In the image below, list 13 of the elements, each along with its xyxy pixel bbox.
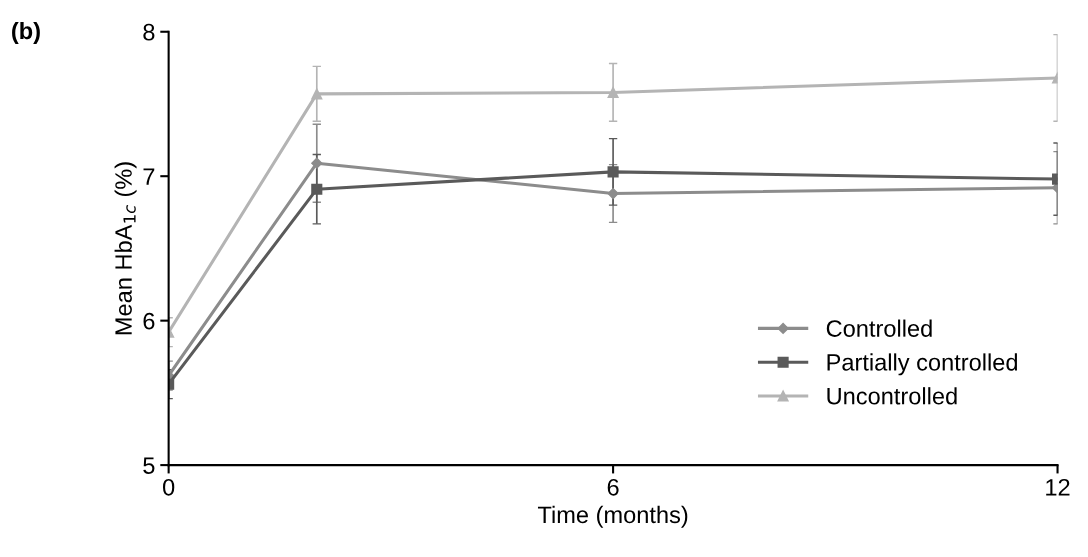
x-axis-title: Time (months) [537, 505, 688, 528]
legend-label: Uncontrolled [827, 387, 957, 405]
text: (b) [12, 21, 40, 44]
x-tick-label: 0 [163, 478, 175, 496]
y-tick-label: 7 [143, 168, 155, 185]
legend-label: Partially controlled [827, 353, 1017, 376]
y-tick-label: 6 [143, 312, 155, 330]
y-tick-label: 8 [143, 23, 155, 41]
y-axis-title: Mean HbA$_{1c}$ (%) [114, 162, 137, 335]
x-tick-label: 12 [1046, 478, 1070, 496]
legend-label: Controlled [826, 319, 932, 337]
x-tick-label: 6 [607, 478, 619, 496]
y-tick-label: 5 [143, 457, 155, 474]
